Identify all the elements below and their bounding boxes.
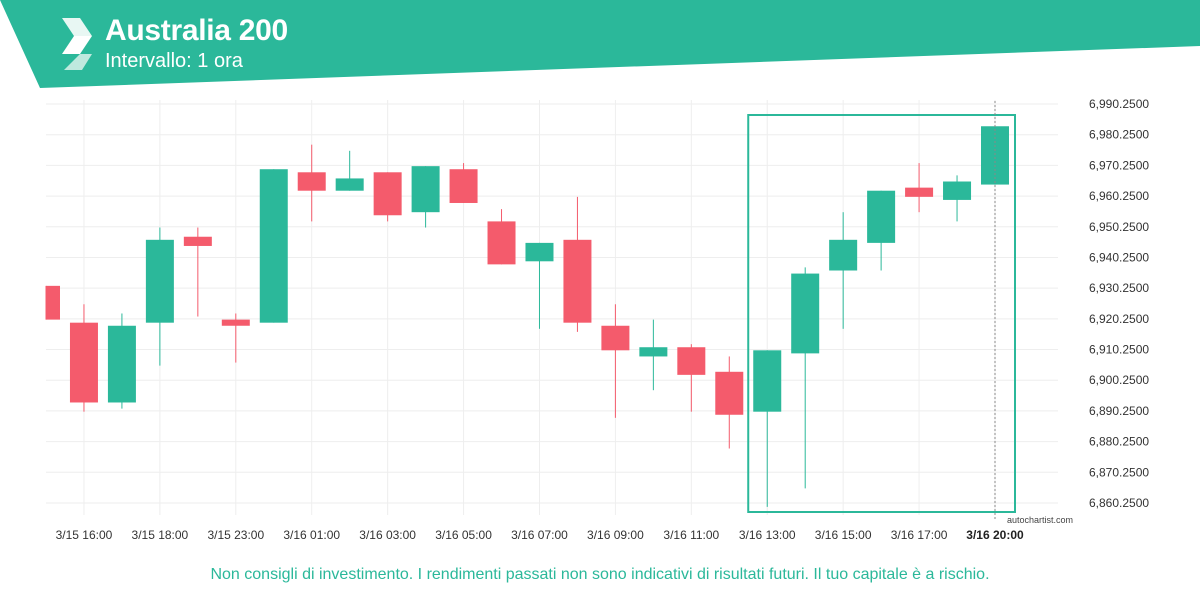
y-tick-label: 6,990.2500: [1089, 97, 1149, 111]
candle: [449, 163, 478, 203]
x-tick-label: 3/15 23:00: [207, 528, 264, 542]
y-tick-label: 6,940.2500: [1089, 250, 1149, 264]
candle-body: [183, 236, 212, 246]
header-banner-shape: [0, 0, 1200, 88]
overlay: [747, 101, 1016, 520]
candle-body: [867, 190, 896, 243]
candle: [943, 175, 972, 222]
candle-body: [639, 347, 668, 357]
candle-body: [259, 169, 288, 323]
x-tick-label: 3/16 15:00: [815, 528, 872, 542]
candle-body: [829, 239, 858, 271]
candle-body: [46, 285, 60, 320]
watermark-label: autochartist.com: [1007, 515, 1073, 525]
candle-body: [943, 181, 972, 200]
candle-body: [601, 325, 630, 351]
candle-body: [791, 273, 820, 354]
x-tick-label: 3/16 07:00: [511, 528, 568, 542]
candle-body: [107, 325, 136, 403]
candle-body: [373, 172, 402, 216]
candle: [145, 227, 174, 366]
candle-body: [487, 221, 516, 265]
y-axis: 6,990.2500 6,980.2500 6,970.2500 6,960.2500…: [1089, 97, 1149, 510]
candle: [677, 344, 706, 412]
candle-body: [449, 169, 478, 203]
y-tick-label: 6,970.2500: [1089, 158, 1149, 172]
candle-body: [715, 371, 744, 415]
candle-body: [753, 350, 782, 412]
candle-body: [905, 187, 934, 197]
candle-body: [563, 239, 592, 323]
y-tick-label: 6,950.2500: [1089, 220, 1149, 234]
x-tick-label: 3/16 09:00: [587, 528, 644, 542]
y-tick-label: 6,980.2500: [1089, 128, 1149, 142]
candle: [487, 209, 516, 265]
y-tick-label: 6,880.2500: [1089, 435, 1149, 449]
candle: [69, 304, 98, 412]
candle: [221, 313, 250, 363]
candle: [639, 319, 668, 391]
y-tick-label: 6,920.2500: [1089, 312, 1149, 326]
candle-body: [297, 172, 326, 191]
candle: [107, 313, 136, 409]
candle: [791, 267, 820, 489]
disclaimer-text: Non consigli di investimento. I rendimen…: [210, 566, 990, 583]
candle: [373, 172, 402, 222]
candle: [905, 163, 934, 213]
candle: [601, 304, 630, 418]
candle: [45, 285, 60, 320]
candle: [297, 144, 326, 222]
candle: [183, 227, 212, 317]
x-tick-label: 3/15 18:00: [132, 528, 189, 542]
candle-body: [677, 347, 706, 375]
y-tick-label: 6,960.2500: [1089, 189, 1149, 203]
candle: [259, 169, 288, 323]
candle: [525, 242, 554, 329]
candle-body: [525, 242, 554, 262]
x-tick-label: 3/16 05:00: [435, 528, 492, 542]
candle: [563, 196, 592, 332]
candle-body: [69, 322, 98, 403]
autochartist-logo-icon: [62, 18, 92, 70]
page-title: Australia 200: [105, 14, 288, 47]
x-tick-label: 3/15 16:00: [56, 528, 113, 542]
y-tick-label: 6,860.2500: [1089, 496, 1149, 510]
candle-body: [145, 239, 174, 323]
x-tick-label: 3/16 01:00: [283, 528, 340, 542]
x-tick-label: 3/16 03:00: [359, 528, 416, 542]
candle-body: [335, 178, 364, 191]
candle-body: [221, 319, 250, 326]
candle-body: [411, 166, 440, 213]
candle: [867, 190, 896, 271]
pattern-highlight-box: [747, 114, 1016, 513]
x-tick-label: 3/16 17:00: [891, 528, 948, 542]
x-tick-label: 3/16 13:00: [739, 528, 796, 542]
candle: [411, 166, 440, 228]
interval-subtitle: Intervallo: 1 ora: [105, 50, 243, 72]
y-tick-label: 6,910.2500: [1089, 343, 1149, 357]
y-tick-label: 6,900.2500: [1089, 373, 1149, 387]
x-tick-label: 3/16 20:00: [966, 528, 1024, 542]
candle: [715, 356, 744, 449]
candles: [45, 126, 1009, 507]
candle: [335, 150, 364, 191]
y-tick-label: 6,930.2500: [1089, 281, 1149, 295]
x-tick-label: 3/16 11:00: [663, 528, 719, 542]
y-tick-label: 6,890.2500: [1089, 404, 1149, 418]
candle: [753, 350, 782, 507]
x-axis: 3/15 16:00 3/15 18:00 3/15 23:00 3/16 01:00…: [56, 528, 1024, 542]
y-tick-label: 6,870.2500: [1089, 465, 1149, 479]
header-banner: [0, 0, 1200, 88]
candle: [829, 212, 858, 329]
